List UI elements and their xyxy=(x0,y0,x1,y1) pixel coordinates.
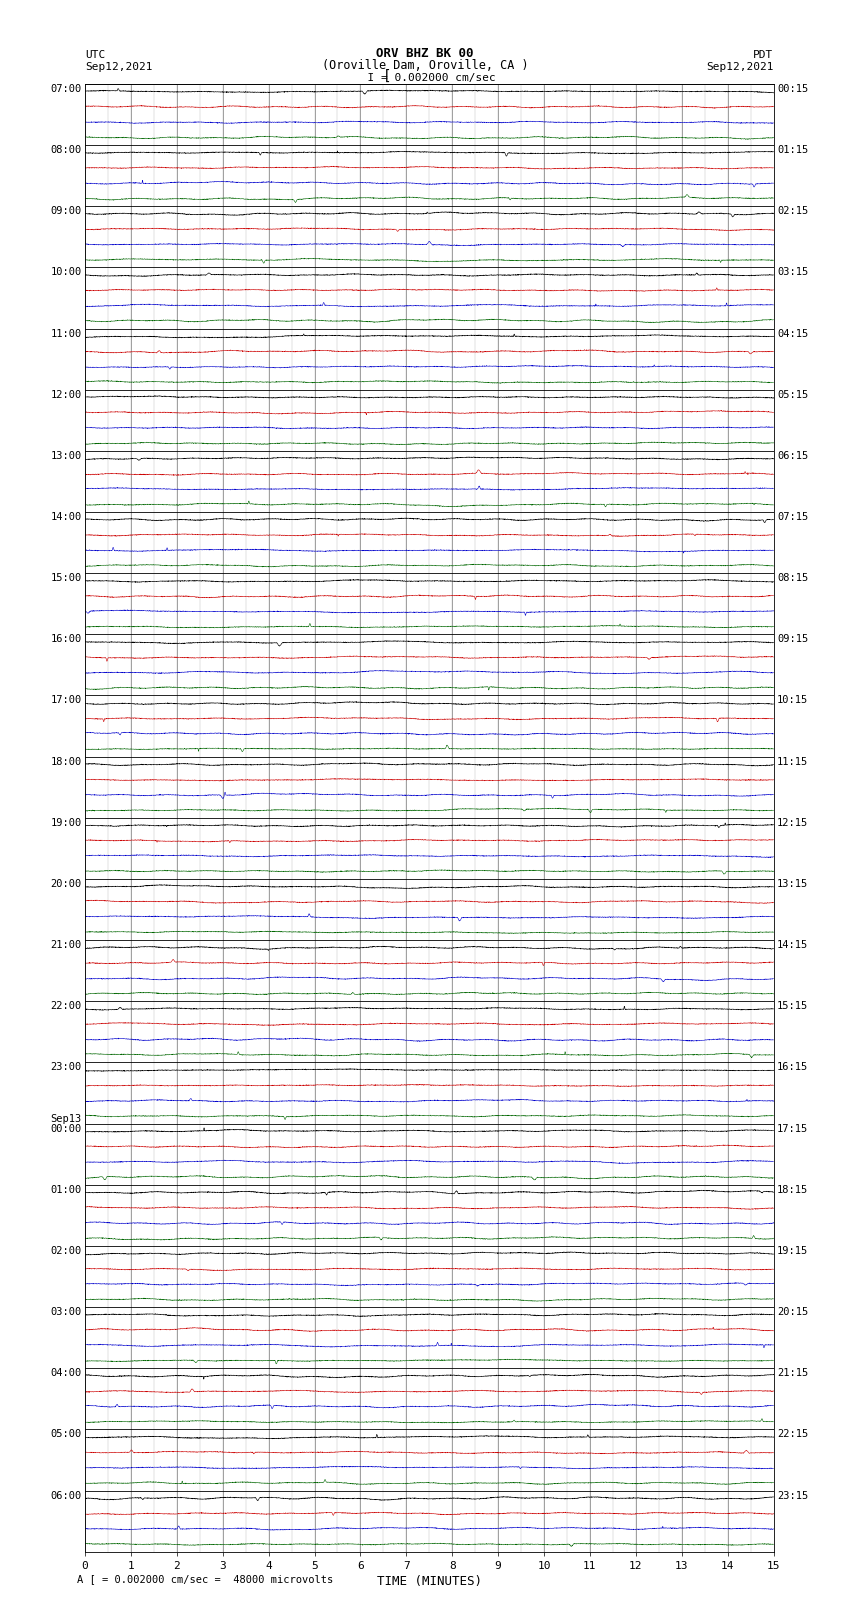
Text: 08:15: 08:15 xyxy=(777,573,808,584)
Text: 16:00: 16:00 xyxy=(50,634,82,644)
Text: 09:00: 09:00 xyxy=(50,206,82,216)
Text: 22:15: 22:15 xyxy=(777,1429,808,1439)
Text: 19:00: 19:00 xyxy=(50,818,82,827)
Text: 20:15: 20:15 xyxy=(777,1307,808,1318)
Text: 09:15: 09:15 xyxy=(777,634,808,644)
Text: 15:15: 15:15 xyxy=(777,1002,808,1011)
Text: 05:00: 05:00 xyxy=(50,1429,82,1439)
Text: 20:00: 20:00 xyxy=(50,879,82,889)
Text: 00:00: 00:00 xyxy=(50,1124,82,1134)
Text: 14:00: 14:00 xyxy=(50,511,82,523)
Text: 13:15: 13:15 xyxy=(777,879,808,889)
Text: PDT: PDT xyxy=(753,50,774,60)
Text: 02:15: 02:15 xyxy=(777,206,808,216)
Text: 21:15: 21:15 xyxy=(777,1368,808,1378)
Text: 19:15: 19:15 xyxy=(777,1245,808,1257)
Text: 23:00: 23:00 xyxy=(50,1063,82,1073)
Text: Sep12,2021: Sep12,2021 xyxy=(706,61,774,71)
Text: 10:15: 10:15 xyxy=(777,695,808,705)
Text: I = 0.002000 cm/sec: I = 0.002000 cm/sec xyxy=(354,73,496,84)
Text: 08:00: 08:00 xyxy=(50,145,82,155)
Text: ORV BHZ BK 00: ORV BHZ BK 00 xyxy=(377,47,473,60)
Text: 15:00: 15:00 xyxy=(50,573,82,584)
Text: 11:15: 11:15 xyxy=(777,756,808,766)
Text: 01:00: 01:00 xyxy=(50,1184,82,1195)
Text: 16:15: 16:15 xyxy=(777,1063,808,1073)
Text: 03:00: 03:00 xyxy=(50,1307,82,1318)
X-axis label: TIME (MINUTES): TIME (MINUTES) xyxy=(377,1574,482,1587)
Text: 05:15: 05:15 xyxy=(777,390,808,400)
Text: Sep12,2021: Sep12,2021 xyxy=(85,61,152,71)
Text: 22:00: 22:00 xyxy=(50,1002,82,1011)
Text: 18:00: 18:00 xyxy=(50,756,82,766)
Text: 07:15: 07:15 xyxy=(777,511,808,523)
Text: 03:15: 03:15 xyxy=(777,268,808,277)
Text: 04:15: 04:15 xyxy=(777,329,808,339)
Text: 12:00: 12:00 xyxy=(50,390,82,400)
Text: 06:15: 06:15 xyxy=(777,450,808,461)
Text: A [ = 0.002000 cm/sec =  48000 microvolts: A [ = 0.002000 cm/sec = 48000 microvolts xyxy=(76,1574,332,1584)
Text: UTC: UTC xyxy=(85,50,105,60)
Text: (Oroville Dam, Oroville, CA ): (Oroville Dam, Oroville, CA ) xyxy=(321,58,529,71)
Text: 11:00: 11:00 xyxy=(50,329,82,339)
Text: 14:15: 14:15 xyxy=(777,940,808,950)
Text: 01:15: 01:15 xyxy=(777,145,808,155)
Text: 06:00: 06:00 xyxy=(50,1490,82,1500)
Text: 07:00: 07:00 xyxy=(50,84,82,94)
Text: 17:15: 17:15 xyxy=(777,1124,808,1134)
Text: 04:00: 04:00 xyxy=(50,1368,82,1378)
Text: 13:00: 13:00 xyxy=(50,450,82,461)
Text: 10:00: 10:00 xyxy=(50,268,82,277)
Text: Sep13: Sep13 xyxy=(50,1113,82,1124)
Text: 21:00: 21:00 xyxy=(50,940,82,950)
Text: [: [ xyxy=(382,69,391,84)
Text: 00:15: 00:15 xyxy=(777,84,808,94)
Text: 17:00: 17:00 xyxy=(50,695,82,705)
Text: 23:15: 23:15 xyxy=(777,1490,808,1500)
Text: 12:15: 12:15 xyxy=(777,818,808,827)
Text: 02:00: 02:00 xyxy=(50,1245,82,1257)
Text: 18:15: 18:15 xyxy=(777,1184,808,1195)
